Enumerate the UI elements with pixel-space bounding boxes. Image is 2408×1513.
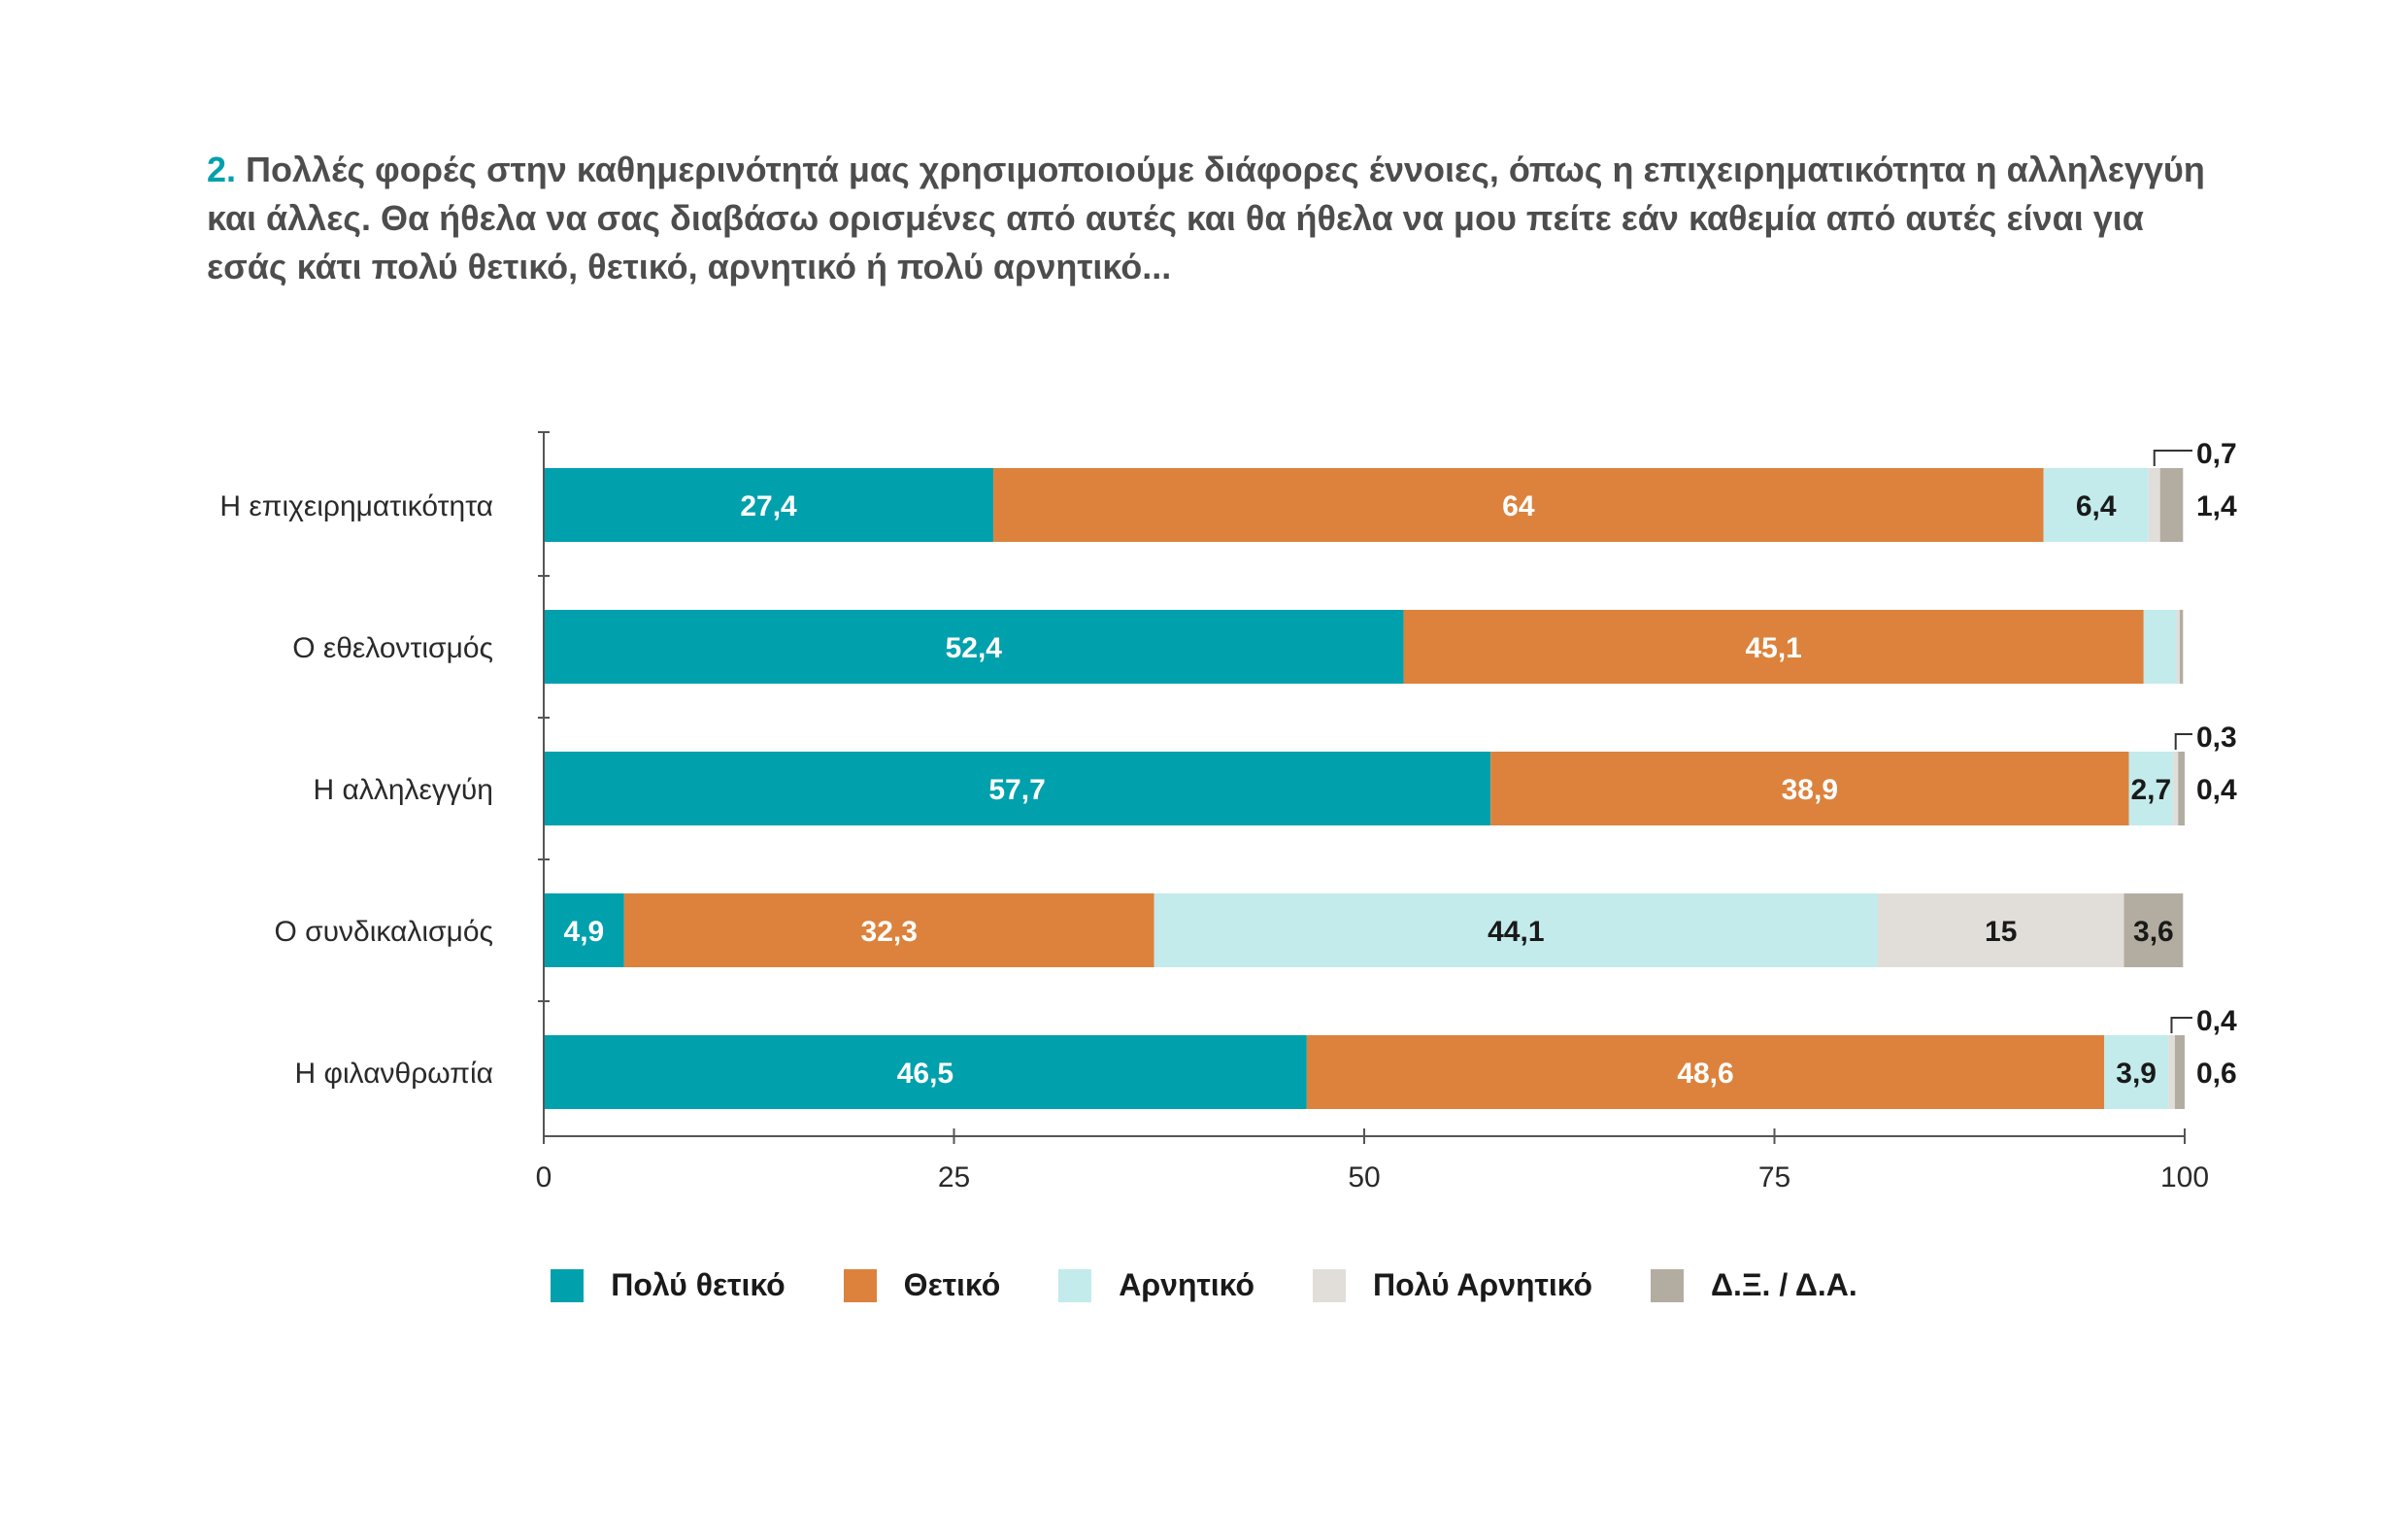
data-label: 44,1 — [1488, 916, 1544, 948]
legend-label: Δ.Ξ. / Δ.Α. — [1711, 1267, 1857, 1302]
category-label: Ο συνδικαλισμός — [274, 916, 493, 948]
data-label: 52,4 — [946, 632, 1003, 664]
bar-segment — [2128, 752, 2174, 825]
legend-item: Θετικό — [843, 1267, 1001, 1303]
data-label: 38,9 — [1782, 774, 1838, 806]
x-tick-label: 0 — [536, 1161, 552, 1194]
bar-segment — [2148, 468, 2160, 542]
data-label: 0,6 — [2196, 1058, 2237, 1090]
data-label: 46,5 — [897, 1058, 953, 1090]
data-label: 3,6 — [2133, 916, 2174, 948]
data-label: 0,7 — [2196, 438, 2237, 470]
legend-item: Πολύ θετικό — [551, 1267, 786, 1303]
x-tick-label: 25 — [938, 1161, 970, 1194]
bar-segment — [544, 752, 1491, 825]
bar-segment — [1306, 1035, 2105, 1109]
data-label: 2,7 — [2130, 774, 2171, 806]
bar-segment — [623, 893, 1154, 967]
bar-segment — [544, 610, 1404, 684]
legend-label: Πολύ θετικό — [611, 1267, 786, 1302]
bar-segment — [1403, 610, 2144, 684]
x-tick-label: 50 — [1348, 1161, 1380, 1194]
category-label: Η φιλανθρωπία — [295, 1058, 493, 1090]
bar-segment — [2168, 1035, 2175, 1109]
category-label: Ο εθελοντισμός — [292, 632, 493, 664]
data-label: 0,3 — [2196, 722, 2237, 754]
label-leader-line — [2153, 450, 2192, 466]
data-label: 3,9 — [2116, 1058, 2157, 1090]
legend-label: Θετικό — [903, 1267, 1001, 1302]
legend-swatch — [843, 1268, 877, 1302]
labels-group: Η επιχειρηματικότητα 27,4 64 6,4 0,7 1,4 Ο εθε… — [219, 438, 2237, 1090]
data-label: 27,4 — [740, 490, 797, 522]
legend-item: Πολύ Αρνητικό — [1313, 1267, 1592, 1303]
legend-swatch — [1651, 1268, 1685, 1302]
bar-segment — [2043, 468, 2149, 542]
legend-item: Δ.Ξ. / Δ.Α. — [1651, 1267, 1857, 1303]
data-label: 0,4 — [2196, 1005, 2237, 1037]
data-label: 0,4 — [2196, 774, 2237, 806]
bar-segment — [544, 893, 624, 967]
legend: Πολύ θετικό Θετικό Αρνητικό Πολύ Αρνητικό Δ.… — [0, 1267, 2408, 1303]
chart-title: 2. Πολλές φορές στην καθημερινότητά μας … — [207, 146, 2226, 291]
legend-label: Αρνητικό — [1119, 1267, 1254, 1302]
legend-item: Αρνητικό — [1058, 1267, 1254, 1303]
category-label: Η αλληλεγγύη — [314, 774, 494, 806]
bar-segment — [2124, 893, 2184, 967]
label-leader-line — [2170, 1017, 2192, 1033]
bar-segment — [1877, 893, 2124, 967]
bar-segment — [2176, 610, 2180, 684]
data-label: 6,4 — [2076, 490, 2117, 522]
label-leader-line — [2174, 733, 2192, 750]
legend-label: Πολύ Αρνητικό — [1373, 1267, 1593, 1302]
bar-segment — [544, 468, 994, 542]
bar-segment — [1154, 893, 1878, 967]
bars-group — [544, 468, 2185, 1109]
bar-segment — [2174, 1035, 2185, 1109]
data-label: 45,1 — [1745, 632, 1801, 664]
data-label: 1,4 — [2196, 490, 2237, 522]
bar-segment — [1490, 752, 2129, 825]
data-label: 15 — [1985, 916, 2017, 948]
bar-segment — [2159, 468, 2184, 542]
bar-segment — [2143, 610, 2177, 684]
question-text: Πολλές φορές στην καθημερινότητά μας χρη… — [207, 150, 2205, 286]
data-label: 48,6 — [1677, 1058, 1733, 1090]
bar-segment — [2179, 610, 2184, 684]
category-label: Η επιχειρηματικότητα — [219, 490, 493, 522]
bar-segment — [993, 468, 2044, 542]
data-label: 4,9 — [564, 916, 605, 948]
question-number: 2. — [207, 150, 237, 189]
bar-segment — [544, 1035, 1307, 1109]
data-label: 57,7 — [988, 774, 1045, 806]
legend-swatch — [1058, 1268, 1092, 1302]
bar-segment — [2104, 1035, 2169, 1109]
data-label: 64 — [1502, 490, 1535, 522]
bar-segment — [2178, 752, 2185, 825]
bar-segment — [2173, 752, 2179, 825]
data-label: 32,3 — [861, 916, 918, 948]
x-tick-label: 75 — [1758, 1161, 1790, 1194]
stacked-bar-chart: 0 25 50 75 100 Η επιχειρηματικότητα 27,4 64 6,4… — [219, 431, 2237, 1194]
legend-swatch — [1313, 1268, 1346, 1302]
axes-group: 0 25 50 75 100 — [536, 431, 2209, 1194]
x-tick-label: 100 — [2160, 1161, 2209, 1194]
legend-swatch — [551, 1268, 585, 1302]
